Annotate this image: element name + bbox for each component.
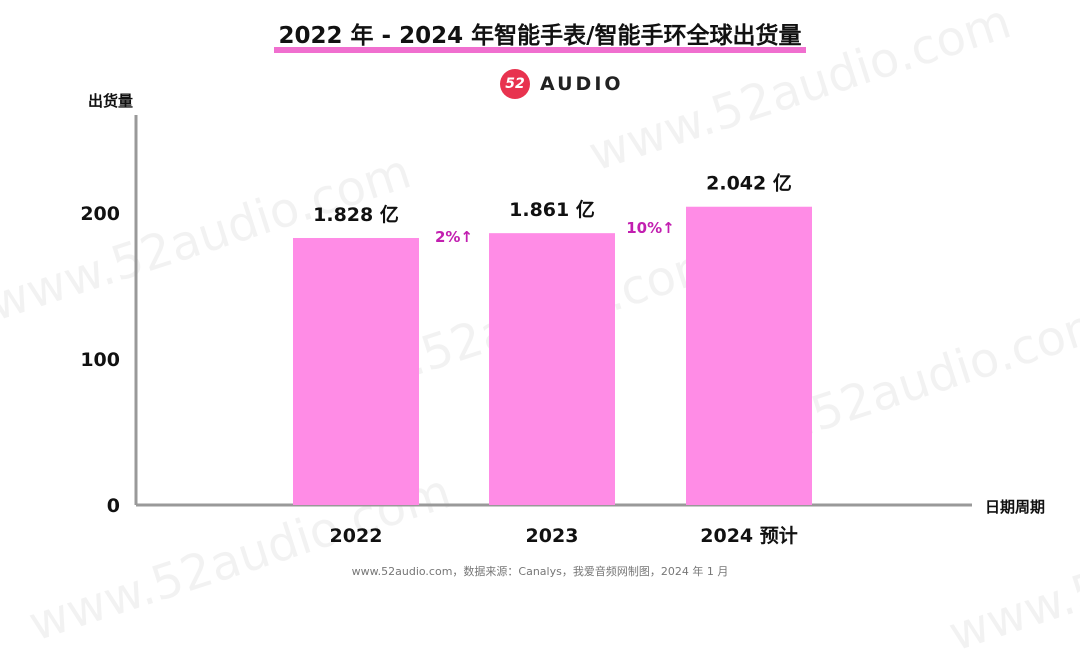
- y-tick-label: 100: [80, 349, 120, 371]
- growth-label: 2%↑: [435, 228, 473, 246]
- data-label: 2.042 亿: [706, 172, 792, 195]
- y-tick-label: 200: [80, 203, 120, 225]
- x-axis-label: 日期周期: [985, 498, 1046, 516]
- logo-text: AUDIO: [540, 73, 624, 95]
- bar: [293, 237, 419, 505]
- data-label: 1.828 亿: [313, 203, 399, 226]
- bar: [686, 206, 812, 505]
- x-tick-label: 2023: [526, 525, 579, 547]
- chart-title: 2022 年 - 2024 年智能手表/智能手环全球出货量: [278, 23, 802, 49]
- x-tick-label: 2024 预计: [700, 525, 798, 547]
- data-label: 1.861 亿: [509, 198, 595, 221]
- bar: [489, 233, 615, 506]
- y-tick-label: 0: [107, 495, 120, 517]
- source-note: www.52audio.com，数据来源：Canalys，我爱音频网制图，202…: [351, 565, 729, 578]
- brand-logo: 52 AUDIO: [500, 68, 624, 100]
- logo-mark-icon: 52: [500, 69, 530, 99]
- bar-chart: 0 100 200 1.828 亿 2022 1.861 亿 2023 2.042 亿 2024…: [80, 115, 972, 547]
- y-axis-label: 出货量: [88, 92, 134, 110]
- growth-label: 10%↑: [626, 219, 674, 237]
- x-tick-label: 2022: [330, 525, 383, 547]
